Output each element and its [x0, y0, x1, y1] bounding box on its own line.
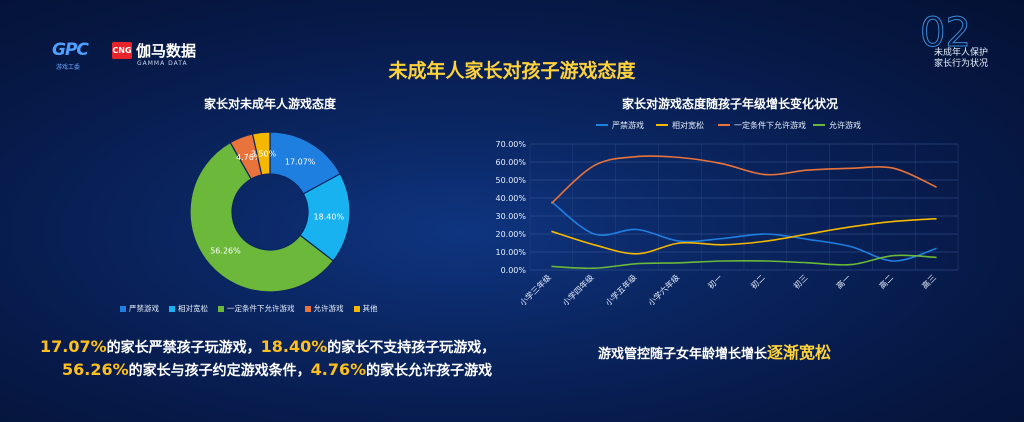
summary-percent-4: 4.76% — [310, 360, 367, 379]
page-title: 未成年人家长对孩子游戏态度 — [388, 60, 636, 82]
donut-slice — [189, 141, 335, 293]
pie-legend-swatch — [218, 305, 224, 312]
x-tick-label: 小学三年级 — [517, 272, 552, 307]
series-line — [550, 200, 937, 262]
y-tick-label: 70.00% — [495, 140, 526, 149]
conclusion-text: 游戏管控随子女年龄增长增长逐渐宽松 — [598, 339, 831, 363]
section-label: 未成年人保护 家长行为状况 — [934, 48, 988, 70]
y-tick-label: 10.00% — [495, 248, 526, 257]
line-legend-label: 允许游戏 — [829, 120, 861, 130]
series-line — [551, 217, 937, 255]
gpc-logo: GPC — [52, 40, 89, 60]
series-line — [550, 155, 937, 204]
pie-legend-label: 允许游戏 — [313, 304, 344, 313]
y-tick-label: 40.00% — [495, 194, 526, 203]
summary-text-3: 的家长与孩子约定游戏条件， — [128, 363, 311, 379]
donut-slice-label: 56.26% — [210, 247, 241, 256]
pie-legend-item: 严禁游戏 — [120, 303, 159, 314]
conclusion-body: 游戏管控随子女年龄增长增长 — [598, 347, 768, 362]
section-label-line1: 未成年人保护 — [934, 48, 989, 58]
line-legend-item: 严禁游戏 — [596, 120, 644, 130]
x-tick-label: 小学五年级 — [603, 272, 638, 307]
summary-percent-3: 56.26% — [62, 360, 129, 379]
pie-legend-swatch — [353, 305, 360, 312]
pie-legend-swatch — [169, 305, 175, 312]
summary-percent-1: 17.07% — [40, 337, 107, 356]
x-tick-label: 高一 — [834, 272, 852, 290]
donut-slice — [251, 131, 271, 176]
summary-text-4: 的家长允许孩子游戏 — [366, 363, 493, 379]
summary-percent-2: 18.40% — [260, 337, 328, 356]
pie-legend-item: 允许游戏 — [304, 303, 344, 314]
x-tick-label: 初二 — [748, 272, 766, 290]
pie-legend-label: 相对宽松 — [178, 304, 208, 313]
summary-text: 17.07%的家长严禁孩子玩游戏，18.40%的家长不支持孩子玩游戏， 56.2… — [40, 336, 495, 382]
y-tick-label: 50.00% — [495, 176, 526, 185]
summary-text-1: 的家长严禁孩子玩游戏， — [106, 340, 261, 356]
line-legend-label: 严禁游戏 — [612, 120, 644, 130]
donut-slice-label: 3.50% — [251, 149, 277, 158]
x-tick-label: 高二 — [877, 272, 895, 290]
y-tick-label: 0.00% — [501, 266, 527, 275]
y-tick-label: 60.00% — [495, 158, 526, 167]
pie-legend: 严禁游戏 相对宽松 一定条件下允许游戏 允许游戏 其他 — [120, 303, 378, 314]
line-legend-item: 相对宽松 — [656, 120, 704, 130]
pie-legend-swatch — [120, 305, 126, 312]
pie-chart-title: 家长对未成年人游戏态度 — [203, 97, 336, 111]
pie-legend-item: 相对宽松 — [169, 303, 208, 314]
pie-legend-swatch — [304, 305, 311, 312]
section-label-line2: 家长行为状况 — [934, 59, 989, 69]
line-chart-title: 家长对游戏态度随孩子年级增长变化状况 — [621, 97, 838, 111]
summary-text-2: 的家长不支持孩子玩游戏， — [327, 340, 496, 356]
pie-legend-label: 其他 — [362, 304, 378, 313]
donut-slice-label: 18.40% — [314, 213, 345, 222]
conclusion-highlight: 逐渐宽松 — [767, 343, 832, 362]
pie-legend-label: 严禁游戏 — [129, 304, 159, 313]
line-chart: 严禁游戏 相对宽松 一定条件下允许游戏 允许游戏 0.00% 10.00% 20.00% 30… — [495, 120, 959, 308]
cng-logo-badge: CNG — [112, 42, 132, 59]
donut-slice-label: 17.07% — [285, 157, 316, 166]
line-legend-label: 一定条件下允许游戏 — [734, 120, 806, 130]
cng-logo-name: 伽马数据 — [136, 42, 197, 60]
gpc-logo-subtitle: 游戏工委 — [56, 64, 81, 71]
x-tick-label: 初一 — [706, 272, 724, 290]
pie-legend-label: 一定条件下允许游戏 — [227, 304, 295, 313]
x-tick-label: 小学六年级 — [646, 272, 681, 307]
y-tick-label: 20.00% — [495, 230, 526, 239]
x-tick-label: 小学四年级 — [560, 272, 595, 307]
summary-line-2: 56.26%的家长与孩子约定游戏条件，4.76%的家长允许孩子游戏 — [40, 359, 495, 382]
donut-chart: 17.07% 18.40% 56.26% 4.76%3.50% — [189, 131, 351, 293]
pie-legend-item: 一定条件下允许游戏 — [218, 303, 295, 314]
y-tick-label: 30.00% — [495, 212, 526, 221]
x-tick-label: 初三 — [791, 272, 809, 290]
line-legend-item: 允许游戏 — [813, 120, 861, 130]
series-line — [551, 254, 937, 270]
section-number: 02 — [920, 10, 972, 57]
pie-legend-item: 其他 — [353, 303, 378, 314]
x-tick-label: 高三 — [920, 272, 938, 290]
summary-line-1: 17.07%的家长严禁孩子玩游戏，18.40%的家长不支持孩子玩游戏， — [40, 336, 495, 359]
cng-logo-english: GAMMA DATA — [137, 60, 188, 67]
line-legend-item: 一定条件下允许游戏 — [718, 120, 806, 130]
line-legend-label: 相对宽松 — [672, 120, 704, 130]
donut-slice-label: 4.76% — [236, 153, 262, 162]
